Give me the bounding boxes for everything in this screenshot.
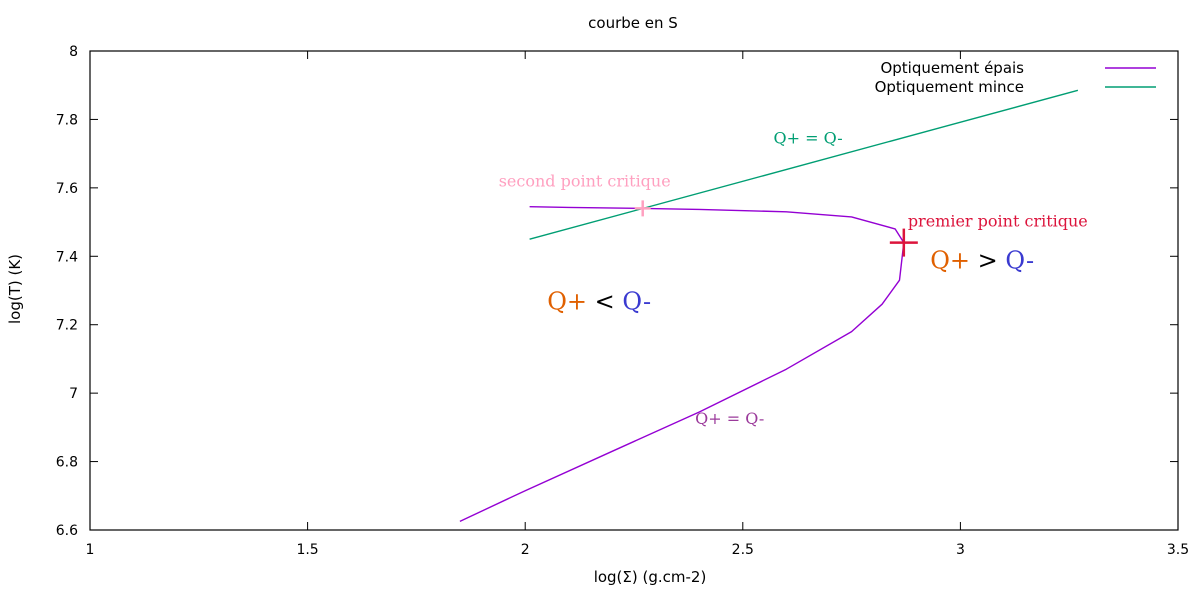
y-tick-label: 6.8: [56, 455, 78, 471]
x-tick-label: 2.5: [732, 542, 754, 558]
annotation-part: Q+ = Q-: [773, 128, 842, 147]
y-tick-label: 7.4: [56, 249, 78, 265]
annotation-part: >: [970, 246, 1005, 274]
legend-label: Optiquement mince: [875, 78, 1024, 96]
x-tick-label: 2: [521, 542, 530, 558]
plot-frame: [89, 50, 1179, 531]
y-tick-label: 8: [69, 44, 78, 60]
annotation-part: Q-: [1005, 246, 1034, 274]
y-tick-label: 6.6: [56, 523, 78, 539]
annotation-part: Q+: [547, 287, 587, 315]
annotation-q-greater: Q+ > Q-: [930, 246, 1034, 274]
plot-area: 1 1.5 2 2.5 3 3.5 6.6 6.8 7 7.2 7.4 7.6 7.8 8 Optiquem…: [56, 44, 1189, 558]
annotation-thin-eq: Q+ = Q-: [773, 128, 842, 147]
annotation-part: Q+: [930, 246, 970, 274]
chart-title: courbe en S: [588, 14, 678, 32]
annotation-part: <: [587, 287, 622, 315]
y-tick-label: 7: [69, 386, 78, 402]
annotation-q-less: Q+ < Q-: [547, 287, 651, 315]
y-axis-label: log(T) (K): [6, 254, 24, 324]
x-axis-label: log(Σ) (g.cm-2): [594, 568, 707, 586]
y-tick-label: 7.8: [56, 112, 78, 128]
annotation-part: Q+ = Q-: [695, 409, 764, 428]
y-tick-label: 7.6: [56, 181, 78, 197]
x-tick-label: 1: [86, 542, 95, 558]
x-tick-label: 3.5: [1167, 542, 1189, 558]
x-tick-label: 3: [956, 542, 965, 558]
critical-point-label: second point critique: [499, 171, 671, 190]
annotation-part: Q-: [622, 287, 651, 315]
series-line: [459, 206, 905, 523]
critical-point-label: premier point critique: [908, 212, 1088, 231]
legend-label: Optiquement épais: [880, 59, 1024, 77]
annotation-thick-eq: Q+ = Q-: [695, 409, 764, 428]
series-line: [529, 89, 1079, 240]
y-tick-label: 7.2: [56, 318, 78, 334]
x-tick-label: 1.5: [296, 542, 318, 558]
